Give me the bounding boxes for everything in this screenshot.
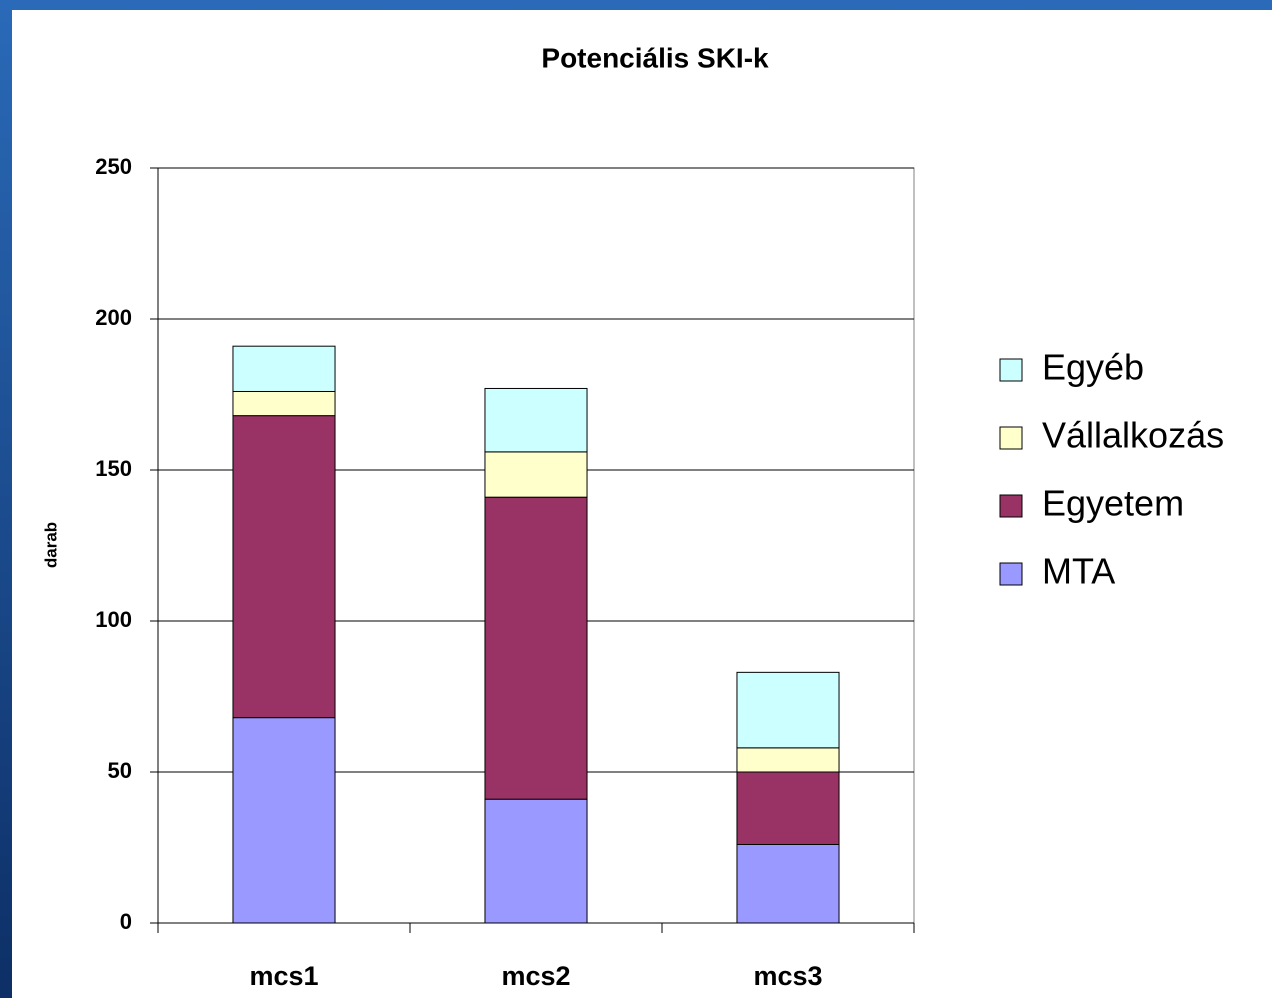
legend-label: Egyetem [1042, 483, 1184, 524]
bar-segment [484, 496, 588, 800]
bar-segment [484, 387, 588, 453]
bar-segment [484, 798, 588, 924]
chart-title: Potenciális SKI-k [541, 42, 769, 73]
bar-segment [232, 415, 336, 719]
y-tick-label: 250 [95, 154, 132, 179]
legend-label: Egyéb [1042, 347, 1144, 388]
bar-segment [736, 671, 840, 749]
legend-swatch [999, 562, 1023, 586]
x-tick-label: mcs3 [753, 961, 822, 991]
legend-swatch [999, 426, 1023, 450]
y-axis-label: darab [41, 522, 60, 568]
bar-segment [232, 390, 336, 417]
x-tick-label: mcs2 [501, 961, 570, 991]
legend-label: Vállalkozás [1042, 415, 1224, 456]
bar-segment [736, 771, 840, 845]
y-tick-label: 150 [95, 456, 132, 481]
y-tick-label: 100 [95, 607, 132, 632]
legend-label: MTA [1042, 551, 1115, 592]
y-tick-label: 50 [108, 758, 132, 783]
y-tick-label: 0 [120, 909, 132, 934]
legend-swatch [999, 358, 1023, 382]
legend-swatch [999, 494, 1023, 518]
bar-segment [232, 345, 336, 392]
bar-segment [232, 717, 336, 924]
x-tick-label: mcs1 [249, 961, 318, 991]
bar-segment [736, 843, 840, 924]
bar-segment [484, 451, 588, 498]
bar-segment [736, 747, 840, 773]
y-tick-label: 200 [95, 305, 132, 330]
